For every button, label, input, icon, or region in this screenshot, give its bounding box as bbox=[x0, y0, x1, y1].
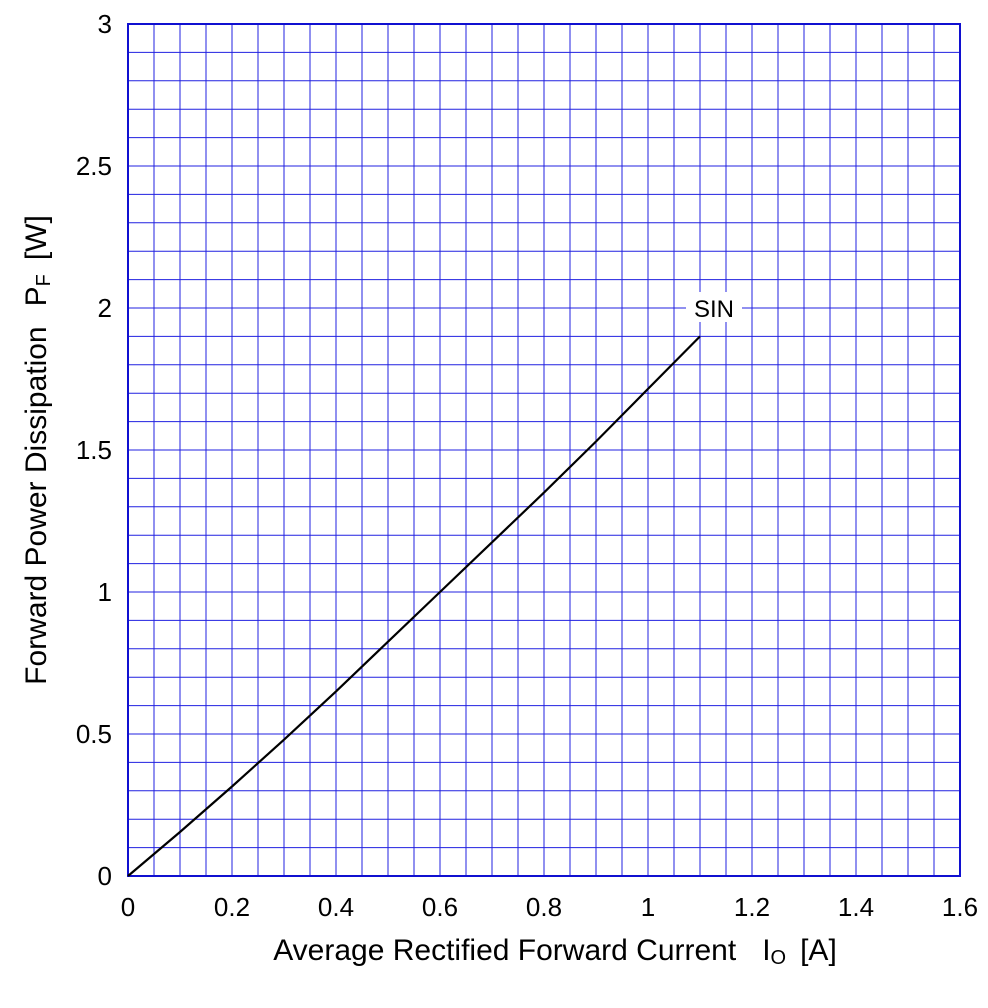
annotation-sin-label: SIN bbox=[694, 296, 734, 323]
tick-labels: 0 0.2 0.4 0.6 0.8 1 1.2 1.4 1.6 0 0.5 1 1.5 2 2.5 3 bbox=[76, 9, 978, 922]
x-tick-label: 0 bbox=[121, 892, 135, 922]
x-tick-label: 1.2 bbox=[734, 892, 770, 922]
x-axis-subscript: O bbox=[771, 947, 787, 969]
y-axis-subscript: F bbox=[33, 274, 55, 286]
x-axis-unit: [A] bbox=[800, 934, 837, 967]
y-axis-label: Forward Power Dissipation bbox=[20, 326, 53, 684]
annotations: SIN bbox=[686, 292, 742, 323]
series-line-sin bbox=[127, 335, 701, 877]
plot-border bbox=[127, 23, 961, 877]
series-layer bbox=[127, 335, 701, 877]
x-axis-symbol: I bbox=[762, 934, 770, 967]
annotation-background bbox=[686, 292, 742, 322]
x-tick-label: 0.8 bbox=[526, 892, 562, 922]
y-axis-unit: [W] bbox=[20, 215, 53, 260]
x-tick-label: 1.4 bbox=[838, 892, 874, 922]
y-tick-label: 1 bbox=[98, 577, 112, 607]
y-tick-label: 2 bbox=[98, 293, 112, 323]
x-tick-label: 0.6 bbox=[422, 892, 458, 922]
y-tick-label: 0.5 bbox=[76, 719, 112, 749]
x-tick-label: 1.6 bbox=[942, 892, 978, 922]
y-axis-title: Forward Power Dissipation PF [W] bbox=[20, 215, 55, 685]
x-axis-title: Average Rectified Forward Current IO [A] bbox=[273, 934, 837, 969]
x-tick-label: 0.2 bbox=[214, 892, 250, 922]
y-tick-label: 2.5 bbox=[76, 151, 112, 181]
y-tick-label: 0 bbox=[98, 861, 112, 891]
x-tick-label: 0.4 bbox=[318, 892, 354, 922]
grid bbox=[128, 24, 960, 876]
y-axis-symbol: P bbox=[20, 286, 53, 306]
y-tick-label: 1.5 bbox=[76, 435, 112, 465]
plot-frame bbox=[127, 23, 961, 877]
x-axis-label: Average Rectified Forward Current bbox=[273, 934, 737, 967]
y-tick-label: 3 bbox=[98, 9, 112, 39]
x-tick-label: 1 bbox=[641, 892, 655, 922]
